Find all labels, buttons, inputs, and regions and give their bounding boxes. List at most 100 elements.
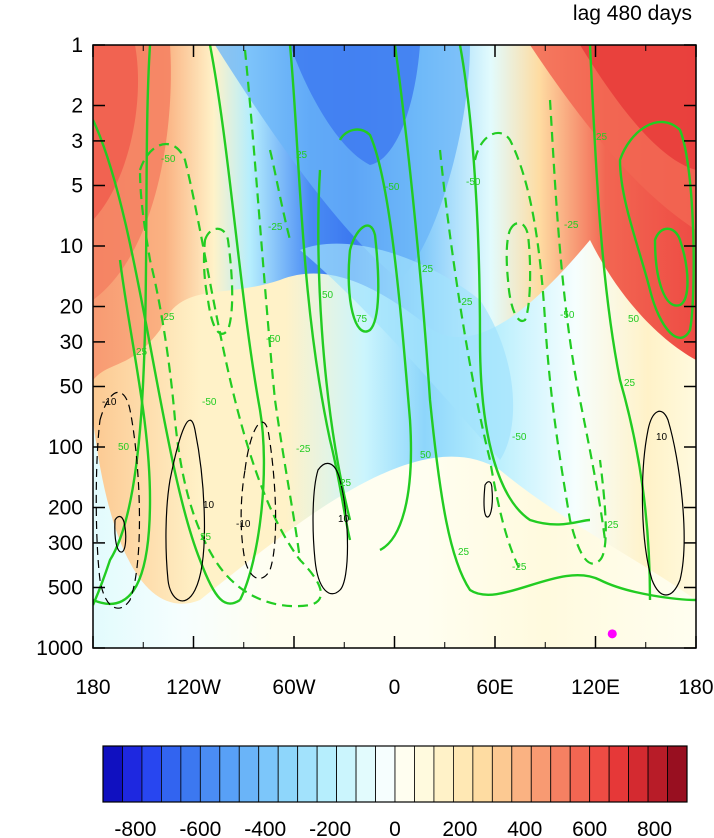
colorbar-label: 600 [572,818,607,838]
svg-text:10: 10 [656,432,668,443]
y-tick-label: 30 [60,331,83,354]
svg-text:-25: -25 [604,520,619,531]
colorbar-swatch [550,745,571,803]
x-tick-label: 120W [166,676,221,699]
colorbar-label: 800 [637,818,672,838]
colorbar-swatch [608,745,630,803]
svg-text:-25: -25 [458,297,473,308]
chart-title: lag 480 days [573,2,692,25]
colorbar-swatch [316,745,337,803]
colorbar-swatch [297,745,318,803]
y-tick-label: 3 [71,130,83,153]
svg-text:50: 50 [322,290,334,301]
svg-text:10: 10 [338,514,350,525]
svg-text:-50: -50 [266,334,281,345]
svg-text:-25: -25 [160,312,175,323]
y-tick-label: 1 [71,34,83,57]
svg-text:-50: -50 [512,432,527,443]
colorbar-swatch [511,745,532,803]
svg-text:10: 10 [203,500,215,511]
svg-text:25: 25 [596,132,608,143]
x-tick-label: 60E [476,676,513,699]
y-tick-label: 200 [48,497,83,520]
svg-text:25: 25 [136,347,148,358]
green-dashed-contours [138,49,607,608]
y-tick-label: 1000 [36,637,83,660]
colorbar-label: -600 [179,818,221,838]
colorbar-swatch [452,745,474,803]
colorbar-label: -200 [309,818,351,838]
colorbar-label: 200 [442,818,477,838]
colorbar-frame [102,745,688,803]
svg-text:-25: -25 [512,562,527,573]
colorbar-swatch [394,745,415,803]
colorbar-swatch [667,745,688,803]
plot-area: -50 -25 25 -50 -50 -25 25 -25 25 -50 50 … [93,45,696,648]
colorbar-swatch [569,745,591,803]
colorbar-swatch [472,745,493,803]
colorbar-swatch [628,745,649,803]
svg-text:25: 25 [340,478,352,489]
fill-red-right-inner [580,45,696,170]
x-tick-label: 60W [272,676,315,699]
y-tick-label: 5 [71,174,83,197]
colorbar-swatch [355,745,376,803]
svg-text:-50: -50 [466,177,481,188]
black-solid-contours [114,410,685,602]
colorbar-swatch [589,745,610,803]
x-tick-label: 180 [75,676,110,699]
colorbar-swatch [199,745,221,803]
y-tick-label: 500 [48,576,83,599]
colorbar-label: 400 [507,818,542,838]
colorbar-swatch [647,745,668,803]
colorbar-swatch [530,745,552,803]
svg-text:-50: -50 [202,397,217,408]
colorbar-swatch [122,745,143,803]
colorbar-swatch [258,745,279,803]
y-tick-label: 20 [60,296,83,319]
svg-text:-50: -50 [385,182,400,193]
svg-text:-10: -10 [102,397,117,408]
y-tick-label: 50 [60,375,83,398]
y-axis: 1 2 3 5 10 20 30 50 100 200 300 500 1000 [36,34,696,660]
svg-text:-10: -10 [236,519,251,530]
colorbar-swatch [238,745,260,803]
svg-text:50: 50 [420,450,432,461]
y-tick-label: 100 [48,436,83,459]
green-solid-contours [93,45,696,606]
fill-blue-inner [290,45,420,165]
colorbar-swatch [102,745,123,803]
marker-point [607,629,617,639]
svg-text:50: 50 [628,314,640,325]
colorbar-swatch [180,745,201,803]
contour-labels: -50 -25 25 -50 -50 -25 25 -25 25 -50 50 … [102,132,668,573]
svg-text:-25: -25 [296,444,311,455]
svg-text:50: 50 [118,442,130,453]
black-dashed-contours [95,391,277,609]
colorbar-label: -800 [114,818,156,838]
svg-text:25: 25 [624,378,636,389]
colorbar-swatch [141,745,162,803]
fill-red-left-inner [93,45,139,220]
y-tick-label: 2 [71,95,83,118]
svg-text:-25: -25 [268,222,283,233]
colorbar-swatch [375,745,396,803]
svg-text:25: 25 [296,150,308,161]
colorbar-swatch [277,745,299,803]
colorbar: -800 -600 -400 -200 0 200 400 600 800 [102,745,688,838]
svg-text:25: 25 [458,547,470,558]
y-tick-label: 10 [60,235,83,258]
colorbar-label: 0 [389,818,401,838]
svg-text:-25: -25 [564,220,579,231]
colorbar-swatch [219,745,240,803]
x-axis: 180 120W 60W 0 60E 120E 180 [75,45,714,699]
colorbar-swatch [336,745,357,803]
colorbar-swatch [160,745,182,803]
x-tick-label: 180 [678,676,713,699]
colorbar-swatch [491,745,513,803]
svg-text:25: 25 [200,532,212,543]
svg-text:75: 75 [356,314,368,325]
x-tick-label: 0 [389,676,401,699]
y-tick-label: 300 [48,532,83,555]
